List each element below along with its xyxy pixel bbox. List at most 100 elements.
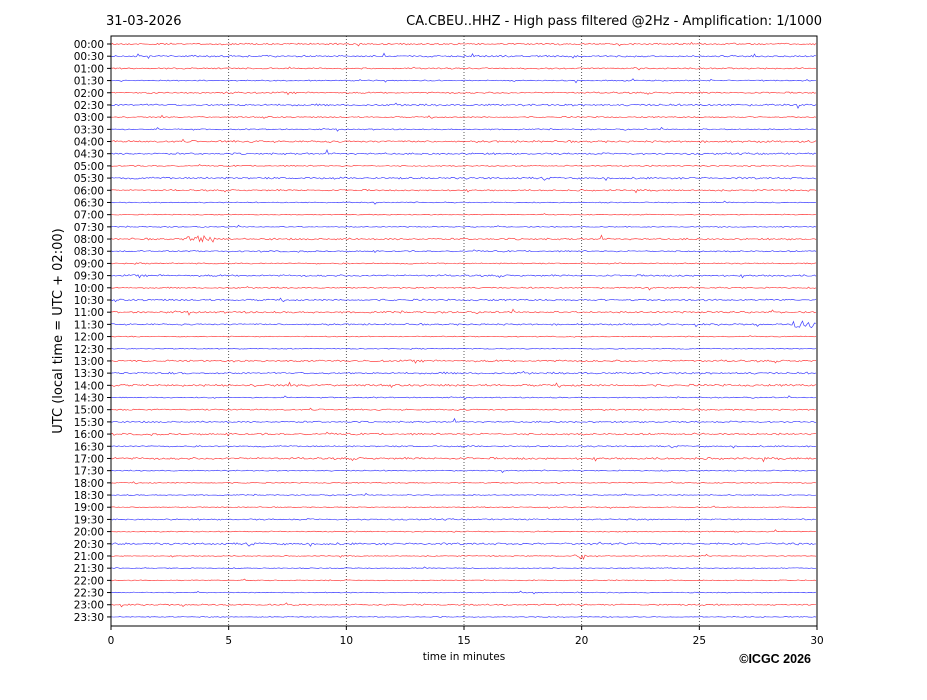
x-tick-label: 0 [108,635,115,647]
traces [110,41,817,618]
trace-0100 [110,66,817,71]
grid-lines [228,36,700,626]
row-label: 23:00 [74,600,104,612]
row-label: 12:00 [74,332,104,344]
trace-1700 [110,456,817,463]
row-label: 08:30 [74,246,104,258]
row-label: 03:00 [74,112,104,124]
row-label: 02:00 [74,88,104,100]
trace-0830 [110,249,817,253]
chart-date: 31-03-2026 [106,14,182,29]
trace-0230 [110,102,817,109]
row-label: 02:30 [74,100,104,112]
row-label: 16:00 [74,429,104,441]
trace-1100 [110,308,817,316]
trace-1800 [110,480,817,485]
x-axis-label: time in minutes [423,651,505,663]
trace-2230 [110,590,817,595]
row-label: 21:30 [74,563,104,575]
trace-2300 [110,602,817,608]
trace-0430 [110,149,817,156]
trace-2030 [110,541,817,547]
row-label: 19:00 [74,502,104,514]
row-label: 23:30 [74,612,104,624]
trace-0030 [110,52,817,59]
row-label: 14:00 [74,380,104,392]
trace-1330 [110,370,817,375]
row-label: 09:00 [74,258,104,270]
row-label: 07:00 [74,210,104,222]
row-label: 22:00 [74,575,104,587]
trace-1230 [110,347,817,350]
row-label: 01:30 [74,76,104,88]
row-label: 21:00 [74,551,104,563]
trace-1200 [110,335,817,338]
row-label: 04:00 [74,137,104,149]
x-tick-label: 30 [810,635,823,647]
trace-0900 [110,262,817,265]
trace-0530 [110,176,817,181]
x-tick-label: 5 [225,635,232,647]
trace-1300 [110,359,817,364]
x-tick-label: 10 [340,635,353,647]
row-label: 11:30 [74,319,104,331]
row-label: 18:30 [74,490,104,502]
x-tick-label: 15 [457,635,470,647]
trace-0700 [110,213,817,216]
row-label: 12:30 [74,344,104,356]
row-label: 03:30 [74,124,104,136]
row-label: 13:30 [74,368,104,380]
chart-title: CA.CBEU..HHZ - High pass filtered @2Hz -… [406,14,822,29]
x-tick-label: 20 [575,635,588,647]
trace-2330 [110,616,817,618]
trace-2130 [110,566,817,570]
trace-0800 [110,234,817,243]
trace-1130 [110,320,817,329]
trace-1030 [110,297,817,303]
trace-0400 [110,138,817,144]
trace-0500 [110,164,817,167]
row-label: 20:00 [74,527,104,539]
row-label: 17:30 [74,466,104,478]
x-tick-label: 25 [693,635,706,647]
row-label: 13:00 [74,356,104,368]
x-axis: 0 5 10 15 20 25 30 [108,626,824,647]
row-label: 19:30 [74,514,104,526]
trace-1600 [110,431,817,437]
trace-0930 [110,274,817,279]
trace-1830 [110,492,817,497]
row-label: 08:00 [74,234,104,246]
trace-0600 [110,189,817,194]
trace-1430 [110,395,817,400]
trace-0730 [110,224,817,229]
row-label: 00:00 [74,39,104,51]
row-label: 05:00 [74,161,104,173]
row-label: 15:00 [74,405,104,417]
trace-0330 [110,126,817,132]
trace-0300 [110,114,817,119]
row-label: 22:30 [74,588,104,600]
y-axis-label: UTC (local time = UTC + 02:00) [51,228,66,433]
row-label: 15:30 [74,417,104,429]
trace-1400 [110,381,817,388]
row-label: 06:30 [74,197,104,209]
trace-2200 [110,578,817,582]
trace-1930 [110,518,817,521]
trace-0200 [110,91,817,96]
trace-1900 [110,505,817,509]
row-label: 18:00 [74,478,104,490]
trace-2100 [110,553,817,560]
row-label: 14:30 [74,393,104,405]
row-label: 01:00 [74,63,104,75]
row-label: 10:00 [74,283,104,295]
y-axis: 00:0000:3001:0001:3002:0002:3003:0003:30… [74,39,111,624]
trace-1630 [110,445,817,449]
row-label: 05:30 [74,173,104,185]
trace-0630 [110,200,817,205]
trace-2000 [110,529,817,533]
row-label: 04:30 [74,149,104,161]
row-label: 06:00 [74,185,104,197]
row-label: 17:00 [74,453,104,465]
row-label: 00:30 [74,51,104,63]
